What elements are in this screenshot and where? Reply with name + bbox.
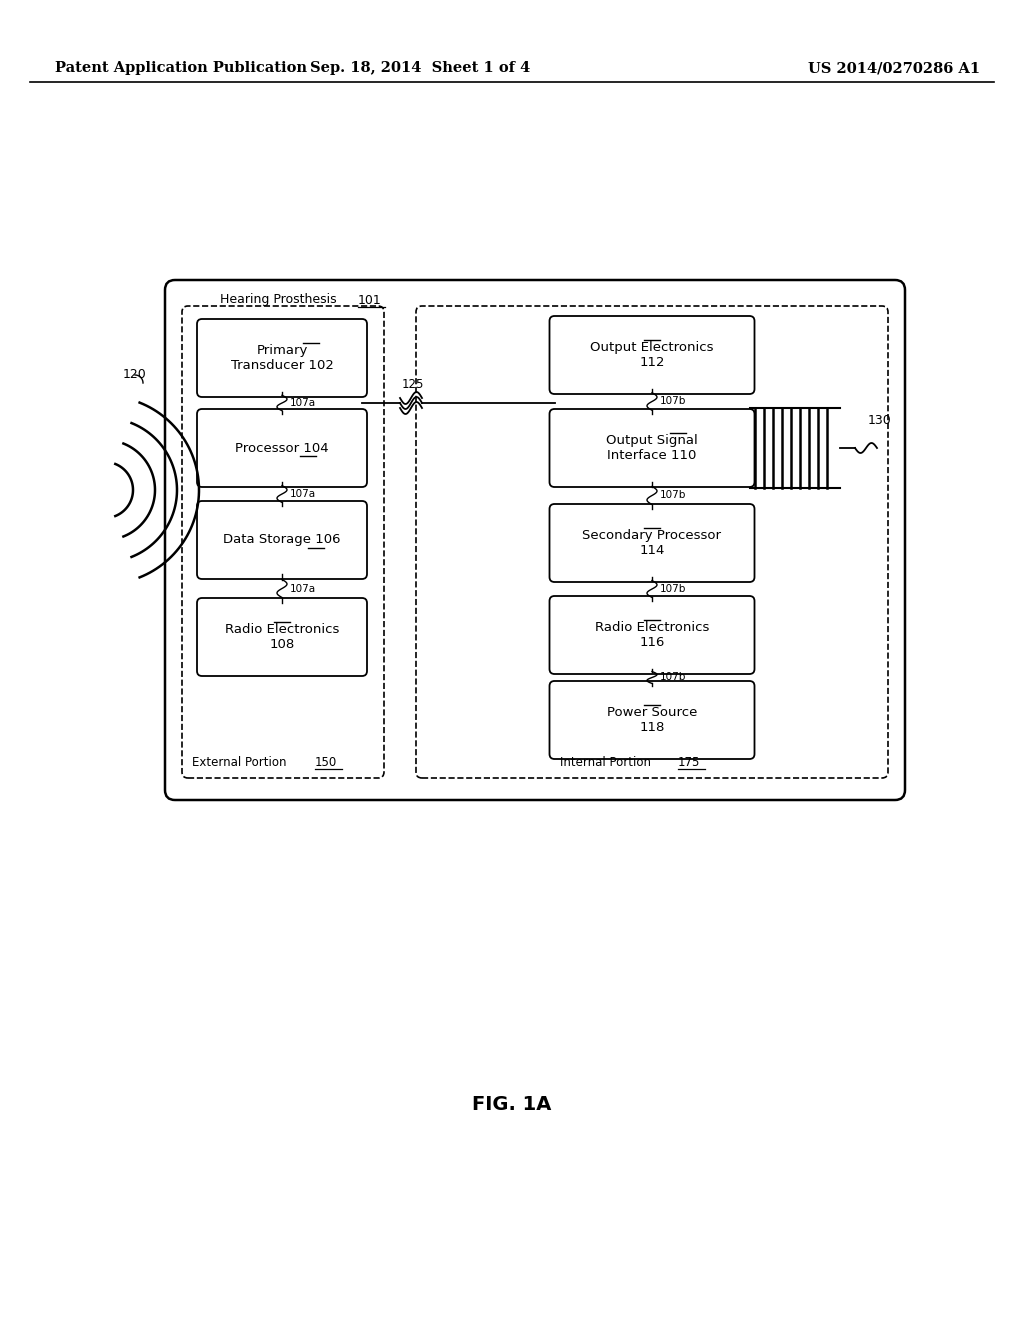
Text: 120: 120 <box>123 368 146 381</box>
FancyBboxPatch shape <box>197 409 367 487</box>
Text: 101: 101 <box>358 293 382 306</box>
Text: Output Signal
Interface 110: Output Signal Interface 110 <box>606 434 698 462</box>
Text: 107a: 107a <box>290 583 316 594</box>
Text: External Portion: External Portion <box>193 755 290 768</box>
Text: Radio Electronics
108: Radio Electronics 108 <box>225 623 339 651</box>
Text: US 2014/0270286 A1: US 2014/0270286 A1 <box>808 61 980 75</box>
Text: 107a: 107a <box>290 488 316 499</box>
Text: 107a: 107a <box>290 399 316 408</box>
Text: 150: 150 <box>315 755 337 768</box>
FancyBboxPatch shape <box>197 598 367 676</box>
Text: Hearing Prosthesis: Hearing Prosthesis <box>220 293 341 306</box>
Text: 107b: 107b <box>660 491 686 500</box>
FancyBboxPatch shape <box>182 306 384 777</box>
Text: 130: 130 <box>868 413 892 426</box>
Text: 107b: 107b <box>660 396 686 407</box>
Text: Data Storage 106: Data Storage 106 <box>223 533 341 546</box>
Text: Radio Electronics
116: Radio Electronics 116 <box>595 620 710 649</box>
FancyBboxPatch shape <box>550 597 755 675</box>
FancyBboxPatch shape <box>165 280 905 800</box>
FancyBboxPatch shape <box>197 502 367 579</box>
Text: FIG. 1A: FIG. 1A <box>472 1096 552 1114</box>
Text: Processor 104: Processor 104 <box>236 441 329 454</box>
FancyBboxPatch shape <box>550 409 755 487</box>
Text: Output Electronics
112: Output Electronics 112 <box>590 341 714 370</box>
Text: Primary
Transducer 102: Primary Transducer 102 <box>230 345 334 372</box>
Text: 175: 175 <box>678 755 700 768</box>
FancyBboxPatch shape <box>197 319 367 397</box>
Text: Internal Portion: Internal Portion <box>560 755 654 768</box>
FancyBboxPatch shape <box>550 504 755 582</box>
Text: Sep. 18, 2014  Sheet 1 of 4: Sep. 18, 2014 Sheet 1 of 4 <box>310 61 530 75</box>
FancyBboxPatch shape <box>416 306 888 777</box>
Text: 107b: 107b <box>660 583 686 594</box>
Text: 125: 125 <box>402 379 424 392</box>
Text: 107b: 107b <box>660 672 686 682</box>
Text: Patent Application Publication: Patent Application Publication <box>55 61 307 75</box>
FancyBboxPatch shape <box>550 315 755 393</box>
Text: Power Source
118: Power Source 118 <box>607 706 697 734</box>
FancyBboxPatch shape <box>550 681 755 759</box>
Text: Secondary Processor
114: Secondary Processor 114 <box>583 529 722 557</box>
